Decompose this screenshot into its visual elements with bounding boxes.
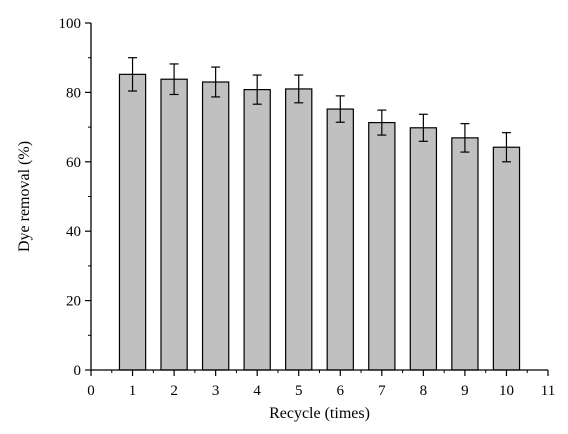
bar-5 [285,88,313,371]
error-bar-4 [252,74,262,105]
bar-3 [201,81,230,371]
error-bar-7 [377,109,387,136]
y-tick-label-60: 60 [66,155,81,171]
bar-9 [451,137,479,371]
error-bars-layer [128,57,511,163]
x-tick-label-1: 1 [129,383,137,399]
error-bar-9 [460,123,470,153]
y-axis-ticks: 0 20 40 60 80 100 [59,16,91,379]
bar-10 [492,146,521,371]
x-tick-label-4: 4 [253,383,261,399]
y-tick-label-0: 0 [74,363,82,379]
x-axis-title: Recycle (times) [269,405,370,422]
y-tick-label-40: 40 [66,224,81,240]
x-tick-label-7: 7 [378,383,386,399]
bar-2 [160,78,188,371]
bar-7 [368,121,396,371]
error-bar-5 [294,74,304,104]
x-tick-label-10: 10 [499,383,514,399]
axes-layer [90,23,548,371]
x-tick-label-11: 11 [541,383,555,399]
y-tick-label-100: 100 [59,16,82,32]
bars-layer [118,73,521,371]
error-bar-10 [501,132,511,163]
y-axis-title: Dye removal (%) [16,141,33,252]
bar-1 [118,73,147,371]
error-bar-6 [335,95,345,123]
x-axis-ticks: 0 1 2 3 4 5 6 7 8 9 10 11 [87,370,555,399]
x-tick-label-6: 6 [337,383,345,399]
error-bar-2 [169,63,179,96]
error-bar-3 [211,66,221,98]
bar-8 [409,127,438,371]
x-tick-label-2: 2 [170,383,178,399]
bar-6 [326,108,354,371]
bar-4 [243,89,271,371]
x-tick-label-8: 8 [420,383,428,399]
error-bar-8 [418,113,428,142]
y-tick-label-80: 80 [66,85,81,101]
x-tick-label-3: 3 [212,383,220,399]
y-tick-label-20: 20 [66,294,81,310]
x-tick-label-5: 5 [295,383,303,399]
error-bar-1 [128,57,138,92]
x-tick-label-9: 9 [461,383,469,399]
x-tick-label-0: 0 [87,383,95,399]
